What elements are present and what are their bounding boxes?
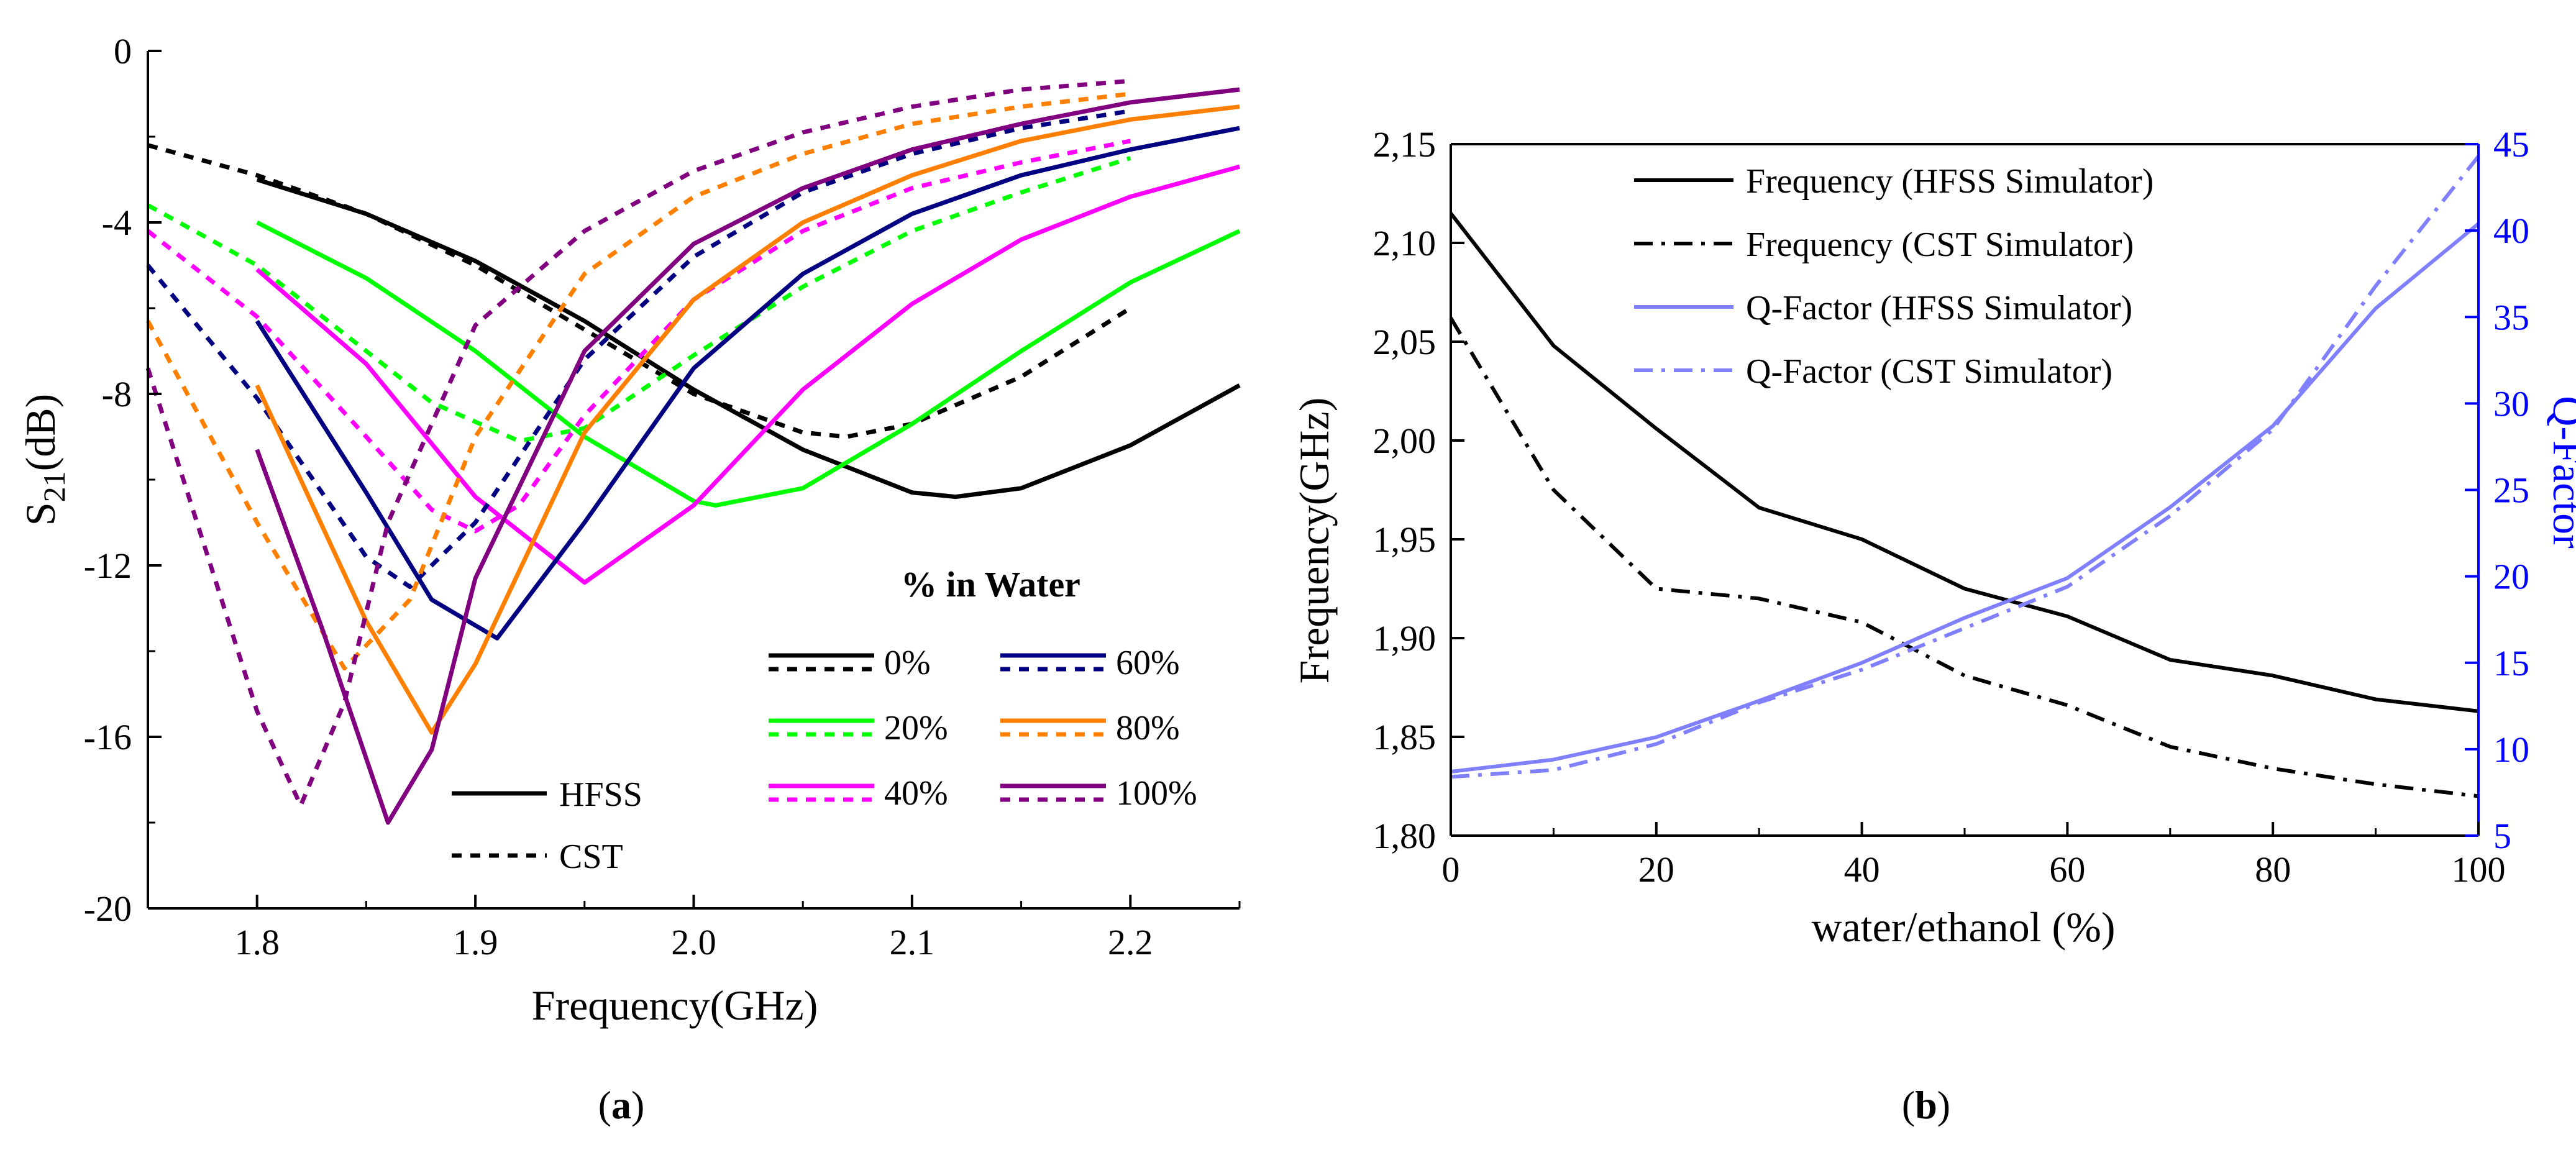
x-tick-label: 1.8 <box>234 922 280 962</box>
series-line-80-cst <box>145 91 1131 671</box>
legend-label-40: 40% <box>884 774 948 813</box>
panel-a-caption: (a) <box>598 1083 645 1127</box>
y-tick-label: 0 <box>114 31 132 71</box>
panel-a-axes <box>147 50 1241 910</box>
legend-label-60: 60% <box>1116 644 1180 682</box>
series-line-100-cst <box>145 78 1131 808</box>
panel-b-legend: Frequency (HFSS Simulator) Frequency (CST… <box>1634 162 2154 391</box>
y2-tick-label: 30 <box>2493 383 2529 424</box>
legend-label-0: 0% <box>884 644 931 682</box>
legend-label-20: 20% <box>884 709 948 747</box>
y-tick-label: 2,10 <box>1373 223 1436 263</box>
panel-b-caption: (b) <box>1902 1083 1950 1127</box>
series-line-0-cst <box>147 143 1132 439</box>
panel-b-y-tick-labels: 1,80 1,85 1,90 1,95 2,00 2,05 2,10 2,15 <box>1373 124 1436 856</box>
series-line-20-hfss <box>256 220 1241 508</box>
panel-a-y-tick-labels: 0 -4 -8 -12 -16 -20 <box>84 31 132 929</box>
y2-tick-label: 20 <box>2493 557 2529 597</box>
x-tick-label: 2.0 <box>671 922 716 962</box>
x-tick-label: 100 <box>2452 849 2506 890</box>
panel-b-series-group <box>1449 155 2480 798</box>
panel-a-x-axis-title: Frequency(GHz) <box>532 982 818 1029</box>
y2-tick-label: 5 <box>2493 816 2511 856</box>
y-tick-label: -12 <box>84 546 132 586</box>
series-line-60-hfss <box>255 126 1240 641</box>
y-tick-label: -20 <box>84 888 132 929</box>
y-tick-label: 2,15 <box>1373 124 1436 165</box>
y-tick-label: 1,90 <box>1373 618 1436 659</box>
x-tick-label: 80 <box>2255 849 2291 890</box>
y-tick-label: -4 <box>102 203 132 243</box>
panel-a-chart: 1.8 1.9 2.0 2.1 2.2 0 -4 -8 -12 -16 -20 Frequency… <box>17 31 1241 1127</box>
series-line-frequency-cst-simulator <box>1449 317 2479 798</box>
y2-tick-label: 25 <box>2493 470 2529 511</box>
panel-b-y2-axis-title: Q-Factor <box>2544 396 2576 549</box>
series-line-40-cst <box>146 139 1131 534</box>
panel-b-y2-tick-labels: 5 10 15 20 25 30 35 40 45 <box>2493 124 2529 856</box>
y2-tick-label: 10 <box>2493 729 2529 770</box>
y-tick-label: -16 <box>84 717 132 757</box>
x-tick-label: 0 <box>1442 849 1460 890</box>
x-tick-label: 40 <box>1844 849 1880 890</box>
x-tick-label: 1.9 <box>453 922 498 962</box>
panel-a-legend-title: % in Water <box>901 564 1080 605</box>
y2-tick-label: 15 <box>2493 643 2529 683</box>
y2-tick-label: 40 <box>2493 211 2529 251</box>
series-line-80-hfss <box>255 104 1240 735</box>
y-tick-label: -8 <box>102 374 132 414</box>
y2-tick-label: 35 <box>2493 297 2529 337</box>
panel-b-chart: 0 20 40 60 80 100 1,80 1,85 1,90 1,95 2,00 2,05 2,1… <box>1290 124 2576 1127</box>
legend-label-80: 80% <box>1116 709 1180 747</box>
series-line-100-hfss <box>255 87 1240 825</box>
series-line-0-hfss <box>256 177 1241 500</box>
legend-label-q-factor-hfss-simulator: Q-Factor (HFSS Simulator) <box>1746 289 2132 327</box>
panel-a-y-axis-title: S21(dB) <box>17 394 71 526</box>
x-tick-label: 60 <box>2049 849 2085 890</box>
series-line-frequency-hfss-simulator <box>1449 212 2479 713</box>
y-tick-label: 1,95 <box>1373 519 1436 560</box>
style-legend-label-hfss: HFSS <box>559 775 642 814</box>
panel-b-x-tick-labels: 0 20 40 60 80 100 <box>1442 849 2506 890</box>
panel-b-axes <box>1450 143 2480 837</box>
y-tick-label: 1,80 <box>1373 816 1436 856</box>
y-tick-label: 2,05 <box>1373 322 1436 362</box>
x-tick-label: 2.1 <box>890 922 935 962</box>
panel-b-y-axis-title: Frequency(GHz) <box>1290 398 1338 684</box>
y-tick-label: 2,00 <box>1373 421 1436 461</box>
legend-label-100: 100% <box>1116 774 1197 813</box>
series-line-q-factor-hfss-simulator <box>1450 222 2480 774</box>
panel-a-simulator-legend: HFSS CST <box>452 775 642 876</box>
panel-a-legend: 0% 20% 40% 60% 80% 100% <box>769 644 1197 813</box>
x-tick-label: 20 <box>1638 849 1674 890</box>
legend-label-frequency-cst-simulator: Frequency (CST Simulator) <box>1746 226 2134 264</box>
legend-label-frequency-hfss-simulator: Frequency (HFSS Simulator) <box>1746 162 2154 201</box>
x-tick-label: 2.2 <box>1108 922 1153 962</box>
series-line-q-factor-cst-simulator <box>1450 155 2480 779</box>
series-line-60-cst <box>146 109 1131 589</box>
series-line-20-cst <box>147 156 1131 444</box>
y-tick-label: 1,85 <box>1373 717 1436 757</box>
style-legend-label-cst: CST <box>559 838 623 876</box>
panel-a-series-group <box>145 78 1241 825</box>
panel-b-x-axis-title: water/ethanol (%) <box>1812 903 2116 951</box>
panel-a-x-tick-labels: 1.8 1.9 2.0 2.1 2.2 <box>234 922 1153 962</box>
y2-tick-label: 45 <box>2493 124 2529 165</box>
series-line-40-hfss <box>255 164 1240 585</box>
legend-label-q-factor-cst-simulator: Q-Factor (CST Simulator) <box>1746 352 2112 391</box>
